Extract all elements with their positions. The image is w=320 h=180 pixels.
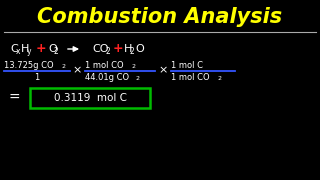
Text: 2: 2 [130,48,135,57]
Text: O: O [135,44,144,54]
Text: 2: 2 [217,76,221,82]
Text: 1 mol CO: 1 mol CO [171,73,210,82]
Text: Combustion Analysis: Combustion Analysis [37,7,283,27]
Text: O: O [48,44,57,54]
Text: x: x [16,48,20,57]
Text: 2: 2 [105,48,110,57]
Text: CO: CO [92,44,108,54]
Text: 1 mol CO: 1 mol CO [85,60,124,69]
Text: 2: 2 [136,76,140,82]
Text: +: + [113,42,124,55]
Text: C: C [10,44,18,54]
Text: y: y [27,48,31,57]
Text: ×: × [72,65,82,75]
Text: 1 mol C: 1 mol C [171,60,203,69]
Text: H: H [124,44,132,54]
Text: 13.725g CO: 13.725g CO [4,60,54,69]
Text: +: + [36,42,47,55]
Text: =: = [8,91,20,105]
Text: 2: 2 [54,48,59,57]
Text: 0.3119  mol C: 0.3119 mol C [53,93,126,103]
Text: 2: 2 [131,64,135,69]
Text: 44.01g CO: 44.01g CO [85,73,129,82]
Text: 2: 2 [61,64,65,69]
Text: 1: 1 [34,73,40,82]
Text: H: H [21,44,29,54]
FancyBboxPatch shape [30,88,150,108]
Text: ×: × [158,65,168,75]
